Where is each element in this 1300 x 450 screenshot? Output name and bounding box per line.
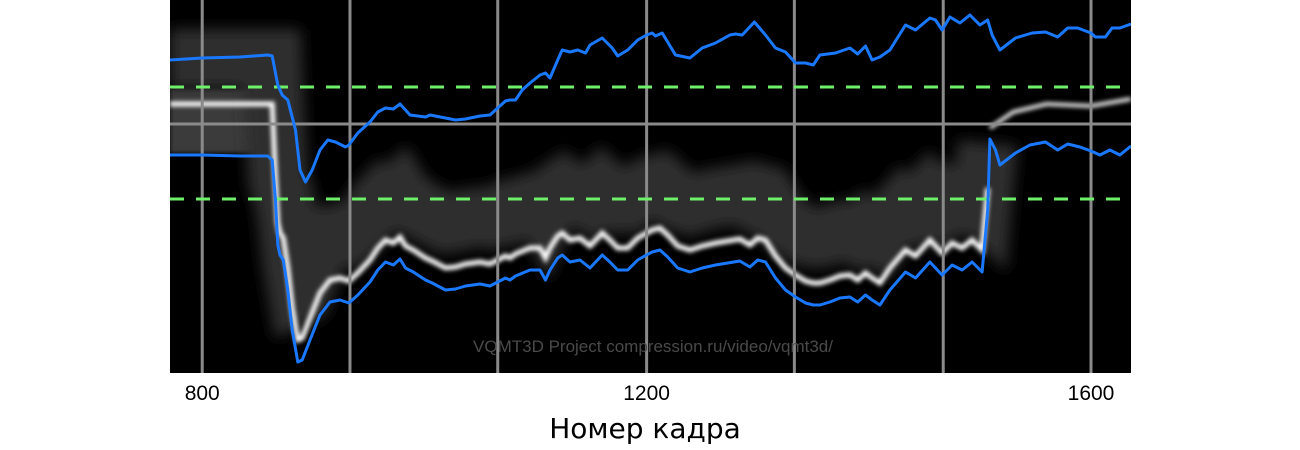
heatmap-faint-band	[170, 29, 1018, 339]
heatmap-background	[170, 29, 1131, 344]
heatmap-ridge-right	[988, 97, 1131, 130]
x-axis-label: Номер кадра	[549, 412, 741, 445]
x-tick-label: 1200	[623, 382, 670, 405]
series-group	[170, 13, 1131, 364]
upper-bound-line	[170, 13, 1131, 184]
watermark: VQMT3D Project compression.ru/video/vqmt…	[473, 337, 833, 356]
gridlines	[170, 0, 1131, 373]
lower-bound-line	[170, 137, 1131, 364]
x-tick-label: 1600	[1068, 382, 1115, 405]
x-axis-ticks: 800 1200 1600	[185, 382, 1115, 405]
heatmap-ridge	[170, 101, 991, 344]
x-tick-label: 800	[185, 382, 220, 405]
